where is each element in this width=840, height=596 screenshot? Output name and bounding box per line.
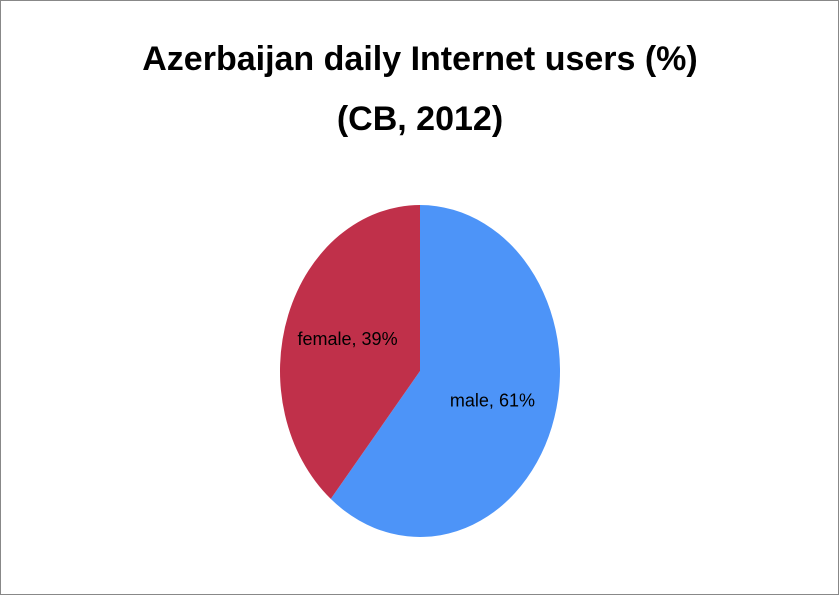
data-label: male, 61% <box>450 391 535 411</box>
data-label: female, 39% <box>298 329 398 349</box>
pie-slice <box>279 205 420 499</box>
chart-title: Azerbaijan daily Internet users (%) <box>142 40 698 78</box>
chart-title: (CB, 2012) <box>337 100 503 138</box>
pie-slice <box>330 205 561 537</box>
